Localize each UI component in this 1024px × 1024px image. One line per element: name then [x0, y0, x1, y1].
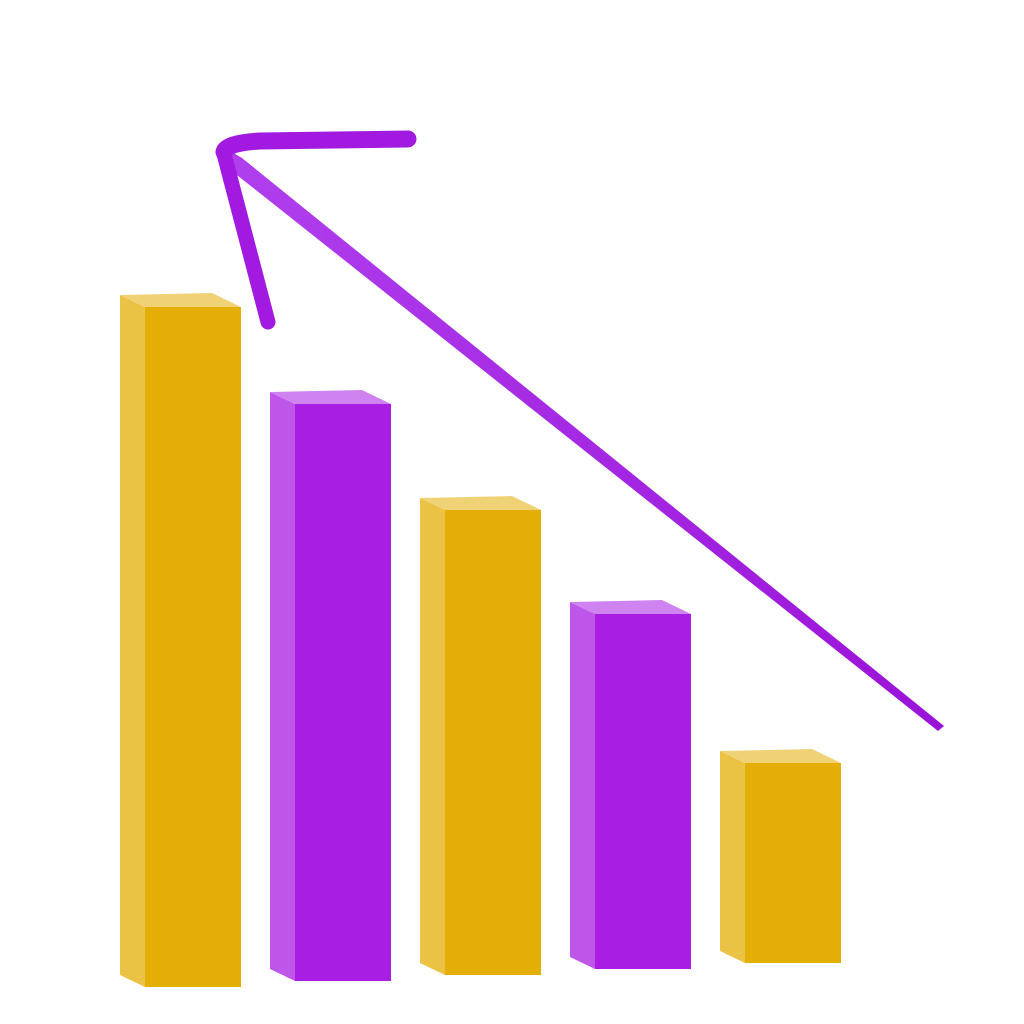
bar [145, 307, 241, 987]
bar-top [720, 749, 841, 763]
bar-top [570, 600, 691, 614]
bar [445, 510, 541, 975]
bar-top [420, 496, 541, 510]
trend-arrow [215, 130, 944, 731]
bar-side [270, 392, 295, 981]
bar-side [570, 602, 595, 969]
arrow-head-left [216, 146, 276, 330]
bar-side [120, 295, 145, 987]
bar [595, 614, 691, 969]
arrow-shaft [218, 146, 944, 731]
bar [745, 763, 841, 963]
bars [120, 293, 841, 987]
bar-side [720, 751, 745, 963]
bar-side [420, 498, 445, 975]
bar-top [270, 390, 391, 404]
bar [295, 404, 391, 981]
bar-top [120, 293, 241, 307]
arrow-head-right [215, 130, 417, 161]
